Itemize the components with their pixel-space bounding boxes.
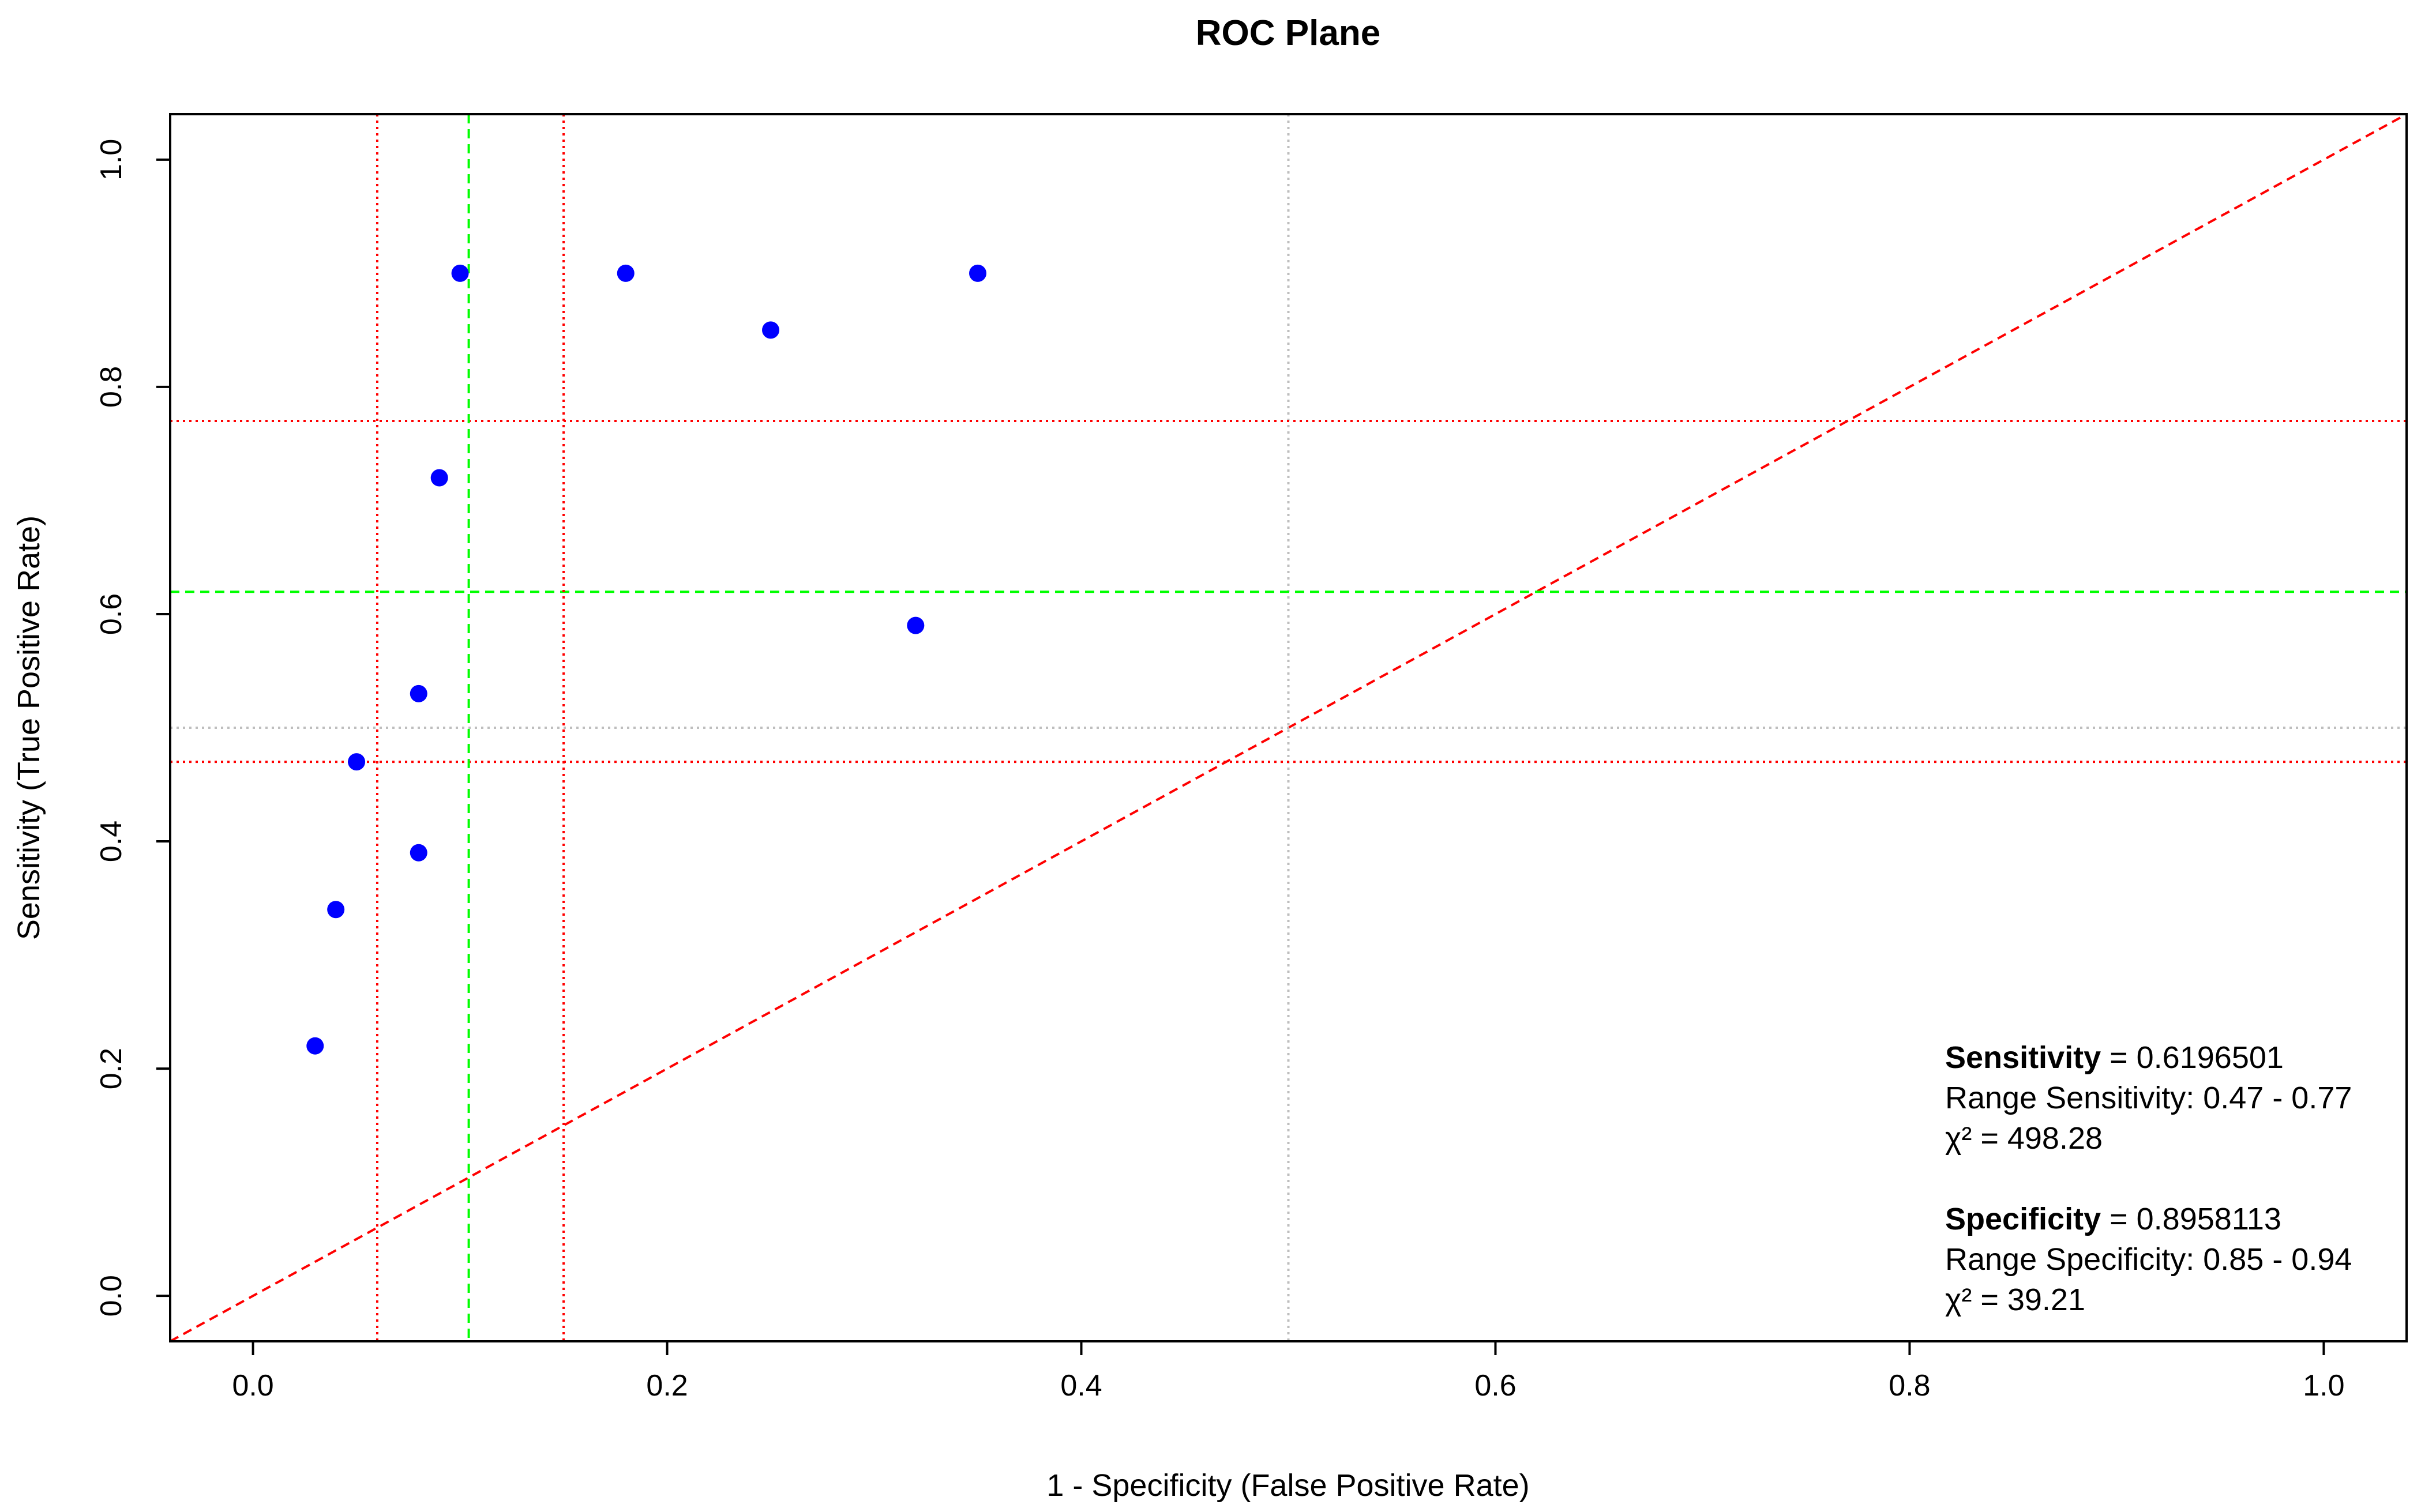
data-point-8: [762, 321, 780, 339]
stats-annotation: Sensitivity = 0.6196501 Range Sensitivity…: [1945, 1040, 2352, 1317]
x-tick-label: 0.0: [232, 1369, 273, 1402]
annotation-text: = 0.8958113: [2101, 1202, 2281, 1236]
annotation-text: χ² = 39.21: [1945, 1282, 2085, 1317]
x-axis-label: 1 - Specificity (False Positive Rate): [1046, 1468, 1529, 1503]
x-tick-label: 0.4: [1060, 1369, 1102, 1402]
data-point-10: [969, 264, 987, 282]
annotation-text: Range Specificity: 0.85 - 0.94: [1945, 1242, 2352, 1277]
x-axis: 0.0 0.2 0.4 0.6 0.8 1.0: [232, 1341, 2345, 1402]
plot-frame: [169, 113, 2408, 1342]
data-point-7: [617, 264, 635, 282]
x-tick-label: 1.0: [2303, 1369, 2344, 1402]
y-tick-label: 0.8: [95, 366, 128, 408]
annotation-line-6: χ² = 39.21: [1945, 1282, 2085, 1317]
data-points: [306, 264, 987, 1055]
y-tick-label: 0.2: [95, 1048, 128, 1089]
reference-lines: [170, 114, 2407, 1341]
y-tick-label: 0.6: [95, 593, 128, 635]
data-point-9: [907, 616, 925, 634]
x-tick-label: 0.8: [1889, 1369, 1930, 1402]
x-tick-label: 0.2: [646, 1369, 688, 1402]
y-tick-label: 0.0: [95, 1275, 128, 1317]
data-point-2: [348, 753, 366, 771]
data-point-5: [430, 469, 448, 487]
annotation-line-1: Range Sensitivity: 0.47 - 0.77: [1945, 1081, 2352, 1115]
chart-title: ROC Plane: [1196, 13, 1380, 53]
annotation-bold: Sensitivity: [1945, 1040, 2101, 1075]
annotation-line-0: Sensitivity = 0.6196501: [1945, 1040, 2284, 1075]
data-point-4: [410, 684, 427, 702]
annotation-line-2: χ² = 498.28: [1945, 1121, 2103, 1156]
y-tick-label: 0.4: [95, 821, 128, 862]
annotation-text: = 0.6196501: [2101, 1040, 2284, 1075]
annotation-line-4: Specificity = 0.8958113: [1945, 1202, 2281, 1236]
x-tick-label: 0.6: [1474, 1369, 1516, 1402]
data-point-6: [451, 264, 469, 282]
annotation-bold: Specificity: [1945, 1202, 2101, 1236]
annotation-text: χ² = 498.28: [1945, 1121, 2103, 1156]
data-point-1: [327, 901, 345, 919]
y-axis-label: Sensitivity (True Positive Rate): [12, 516, 46, 940]
data-point-3: [410, 844, 427, 862]
y-tick-label: 1.0: [95, 139, 128, 180]
annotation-text: Range Sensitivity: 0.47 - 0.77: [1945, 1081, 2352, 1115]
y-axis: 0.0 0.2 0.4 0.6 0.8 1.0: [95, 139, 170, 1317]
data-point-0: [306, 1037, 324, 1055]
annotation-line-5: Range Specificity: 0.85 - 0.94: [1945, 1242, 2352, 1277]
